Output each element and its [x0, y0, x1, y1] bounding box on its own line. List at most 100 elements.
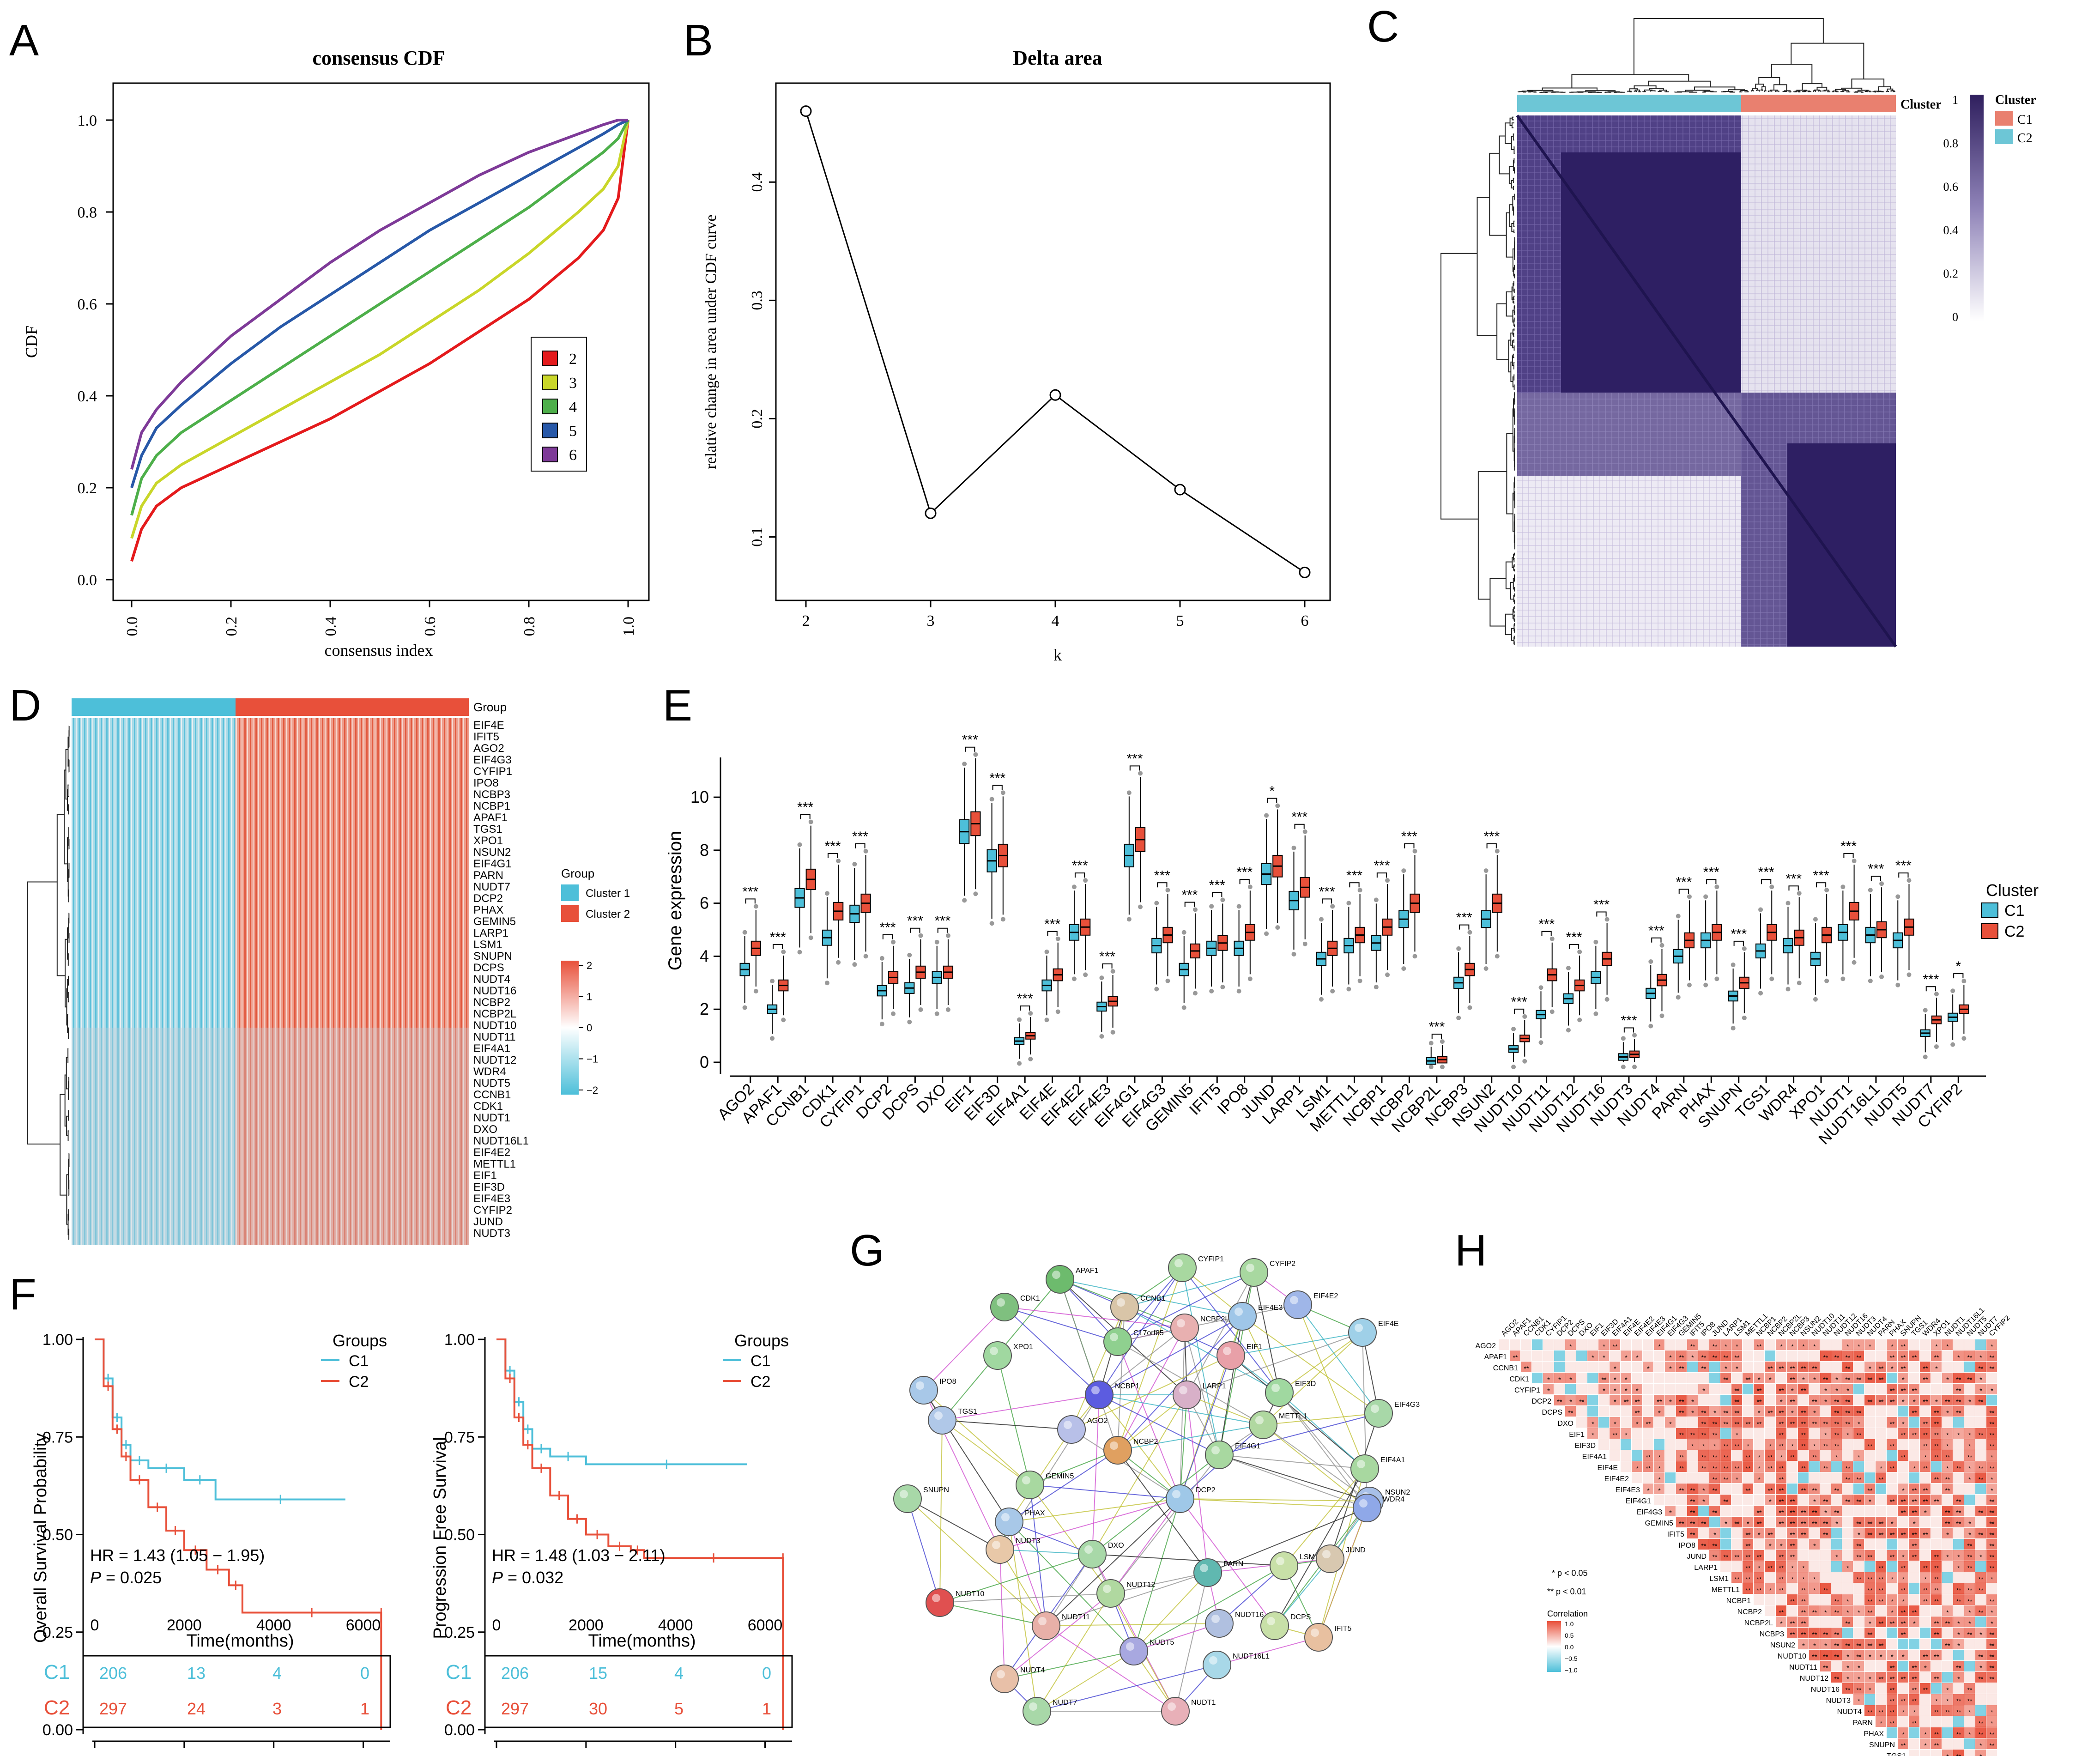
panel-h-cell: [1898, 1373, 1908, 1383]
panel-h-cell: [1887, 1672, 1897, 1683]
panel-h-cell-star: **: [1912, 1431, 1917, 1439]
panel-h-cell: [1798, 1450, 1809, 1461]
panel-h-cell-star: **: [1868, 1575, 1873, 1583]
panel-h-cell: [1820, 1617, 1831, 1627]
panel-f: F 0.000.250.500.751.00 0 2000 4000 6000 Ove…: [9, 1270, 793, 1748]
panel-h-cell: [1964, 1439, 1975, 1450]
panel-h-cell-star: **: [1879, 1398, 1884, 1405]
panel-h-cell-star: **: [1713, 1509, 1718, 1516]
panel-h-cell: [1709, 1484, 1720, 1494]
panel-g-node-shine: [900, 1490, 908, 1498]
panel-h-cell-star: *: [1702, 1442, 1705, 1450]
panel-d-branch: [68, 804, 69, 815]
panel-h-cell: [1931, 1550, 1942, 1561]
panel-e-outlier: [989, 921, 994, 926]
panel-h-cell: [1931, 1594, 1942, 1605]
panel-e-outlier: [1099, 975, 1104, 981]
panel-h-cell: [1953, 1650, 1964, 1660]
panel-e-outlier: [1676, 995, 1681, 1000]
panel-h-cell: [1964, 1384, 1975, 1394]
panel-e-sig-label: ***: [879, 920, 896, 935]
panel-h-cell: [1754, 1406, 1764, 1417]
panel-h-cell-star: *: [1946, 1697, 1949, 1705]
panel-h-cell: [1787, 1628, 1797, 1638]
panel-e-outlier: [1302, 829, 1307, 834]
panel-c-top-branch: [1802, 91, 1806, 92]
panel-h-cell: [1798, 1428, 1809, 1439]
panel-c-left-dendrogram: [1440, 116, 1515, 645]
panel-b-letter: B: [684, 16, 713, 65]
panel-h-cell-star: **: [1890, 1697, 1895, 1705]
panel-e-outlier: [1687, 982, 1692, 987]
panel-h-cell-star: **: [1934, 1453, 1939, 1461]
panel-h-cell: [1931, 1373, 1942, 1383]
panel-g-edge: [1059, 1279, 1243, 1317]
panel-c-left-branch: [1513, 353, 1514, 358]
panel-h-cell-star: *: [1569, 1343, 1572, 1350]
panel-h-cell: [1731, 1439, 1742, 1450]
panel-h-cell: [1743, 1373, 1753, 1383]
panel-h-cell: [1909, 1339, 1919, 1350]
panel-h-cell: [1986, 1417, 1997, 1428]
panel-e-outlier: [1357, 978, 1362, 983]
panel-h-cell-star: *: [1957, 1620, 1960, 1627]
panel-h-cell: [1876, 1395, 1886, 1405]
panel-h-cell: [1975, 1617, 1986, 1627]
panel-c-left-branch: [1513, 384, 1515, 390]
panel-h-cell-star: **: [1945, 1520, 1950, 1527]
panel-h-cell-star: **: [1857, 1553, 1862, 1561]
panel-e-outlier: [1138, 771, 1143, 776]
panel-h-cell-star: *: [1592, 1420, 1594, 1428]
panel-h-cell-star: *: [1902, 1487, 1905, 1494]
panel-h-cell-star: **: [1912, 1697, 1917, 1705]
panel-h-cell: [1953, 1395, 1964, 1405]
panel-g-node-label: NSUN2: [1385, 1489, 1410, 1496]
panel-g-node-label: NUDT16L1: [1233, 1653, 1270, 1660]
panel-h-cell-star: **: [1834, 1398, 1840, 1405]
panel-c-top-branch: [1887, 88, 1894, 91]
panel-h-cell: [1831, 1605, 1842, 1616]
panel-h-cell: [1698, 1495, 1709, 1505]
panel-h-cell: [1754, 1373, 1764, 1383]
panel-c-left-branch: [1506, 212, 1513, 258]
panel-e-sig-bracket: [1294, 824, 1305, 829]
panel-b-ytick-label: 0.2: [749, 409, 766, 429]
panel-e-outlier: [1950, 1042, 1955, 1047]
panel-h-cell: [1887, 1683, 1897, 1694]
panel-h-cell-star: **: [1901, 1531, 1906, 1538]
panel-e-sig-bracket: [1898, 872, 1909, 878]
panel-e-outlier: [1769, 976, 1774, 981]
panel-h-cell-star: **: [1945, 1453, 1950, 1461]
panel-h-cell-star: **: [1857, 1376, 1862, 1383]
panel-g-node-shine: [1235, 1308, 1243, 1316]
panel-h-cell: [1731, 1384, 1742, 1394]
panel-h-cell: [1986, 1406, 1997, 1417]
panel-e-outlier: [1714, 884, 1719, 890]
panel-c-top-branch: [1585, 90, 1616, 92]
panel-h-cell-star: *: [1747, 1520, 1749, 1527]
panel-h-cell: [1809, 1450, 1820, 1461]
panel-h-cell: [1953, 1705, 1964, 1716]
panel-h-cell: [1909, 1683, 1919, 1694]
panel-h-cell: [1709, 1439, 1720, 1450]
panel-h-cell: [1731, 1528, 1742, 1538]
panel-h-cell: [1887, 1583, 1897, 1594]
panel-h-cell: [1876, 1472, 1886, 1483]
panel-e-outlier: [852, 862, 857, 867]
panel-h-cell: [1842, 1506, 1853, 1516]
panel-h-cell-star: **: [1990, 1642, 1995, 1649]
panel-h-cell-star: **: [1923, 1465, 1928, 1472]
panel-e-outlier: [1055, 1009, 1060, 1014]
panel-g-letter: G: [850, 1226, 884, 1275]
panel-g-node-shine: [1271, 1384, 1280, 1392]
panel-h-cell-star: **: [1790, 1365, 1795, 1372]
panel-h-cell: [1798, 1583, 1809, 1594]
panel-h-cell: [1887, 1617, 1897, 1627]
panel-h-cell-star: **: [1990, 1498, 1995, 1505]
panel-e-outlier: [1593, 1011, 1598, 1016]
panel-h-cell: [1698, 1373, 1709, 1383]
panel-h-cell: [1554, 1339, 1565, 1350]
panel-h-cell-star: **: [1890, 1686, 1895, 1694]
panel-e-outlier: [1813, 997, 1818, 1002]
